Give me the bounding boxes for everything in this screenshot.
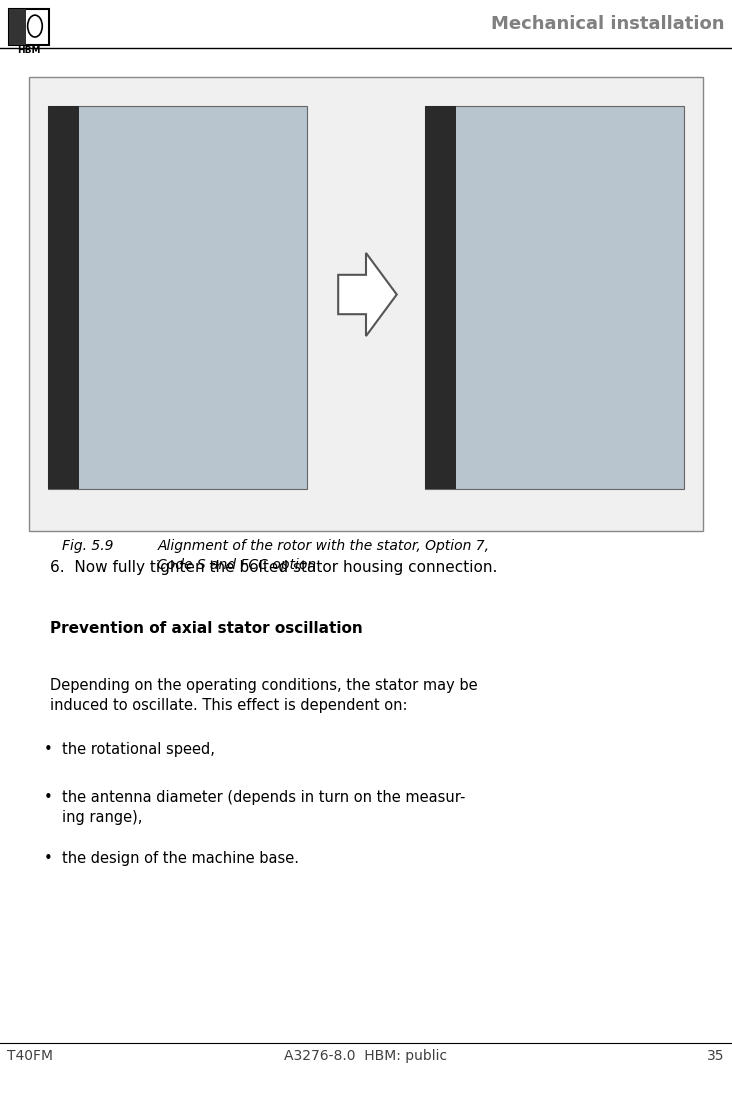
Text: Prevention of axial stator oscillation: Prevention of axial stator oscillation bbox=[50, 621, 362, 637]
Text: T40FM: T40FM bbox=[7, 1049, 53, 1063]
Text: Depending on the operating conditions, the stator may be
induced to oscillate. T: Depending on the operating conditions, t… bbox=[50, 678, 477, 713]
Text: Fig. 5.9: Fig. 5.9 bbox=[62, 539, 113, 554]
Polygon shape bbox=[338, 253, 397, 336]
Text: Alignment of the rotor with the stator, Option 7,
Code S and FCC option: Alignment of the rotor with the stator, … bbox=[157, 539, 490, 572]
Bar bbox=[48, 106, 79, 489]
Text: the rotational speed,: the rotational speed, bbox=[62, 742, 215, 757]
Bar bbox=[9, 9, 49, 45]
Text: HBM: HBM bbox=[17, 46, 41, 55]
Text: •: • bbox=[44, 742, 53, 757]
Text: •: • bbox=[44, 790, 53, 805]
Bar bbox=[9, 9, 26, 45]
Bar bbox=[425, 106, 456, 489]
Text: 6.  Now fully tighten the bolted stator housing connection.: 6. Now fully tighten the bolted stator h… bbox=[50, 560, 497, 575]
Text: A3276-8.0  HBM: public: A3276-8.0 HBM: public bbox=[285, 1049, 447, 1063]
Circle shape bbox=[28, 15, 42, 37]
Text: the antenna diameter (depends in turn on the measur-
ing range),: the antenna diameter (depends in turn on… bbox=[62, 790, 466, 825]
Bar bbox=[425, 106, 684, 489]
Text: Mechanical installation: Mechanical installation bbox=[491, 15, 725, 33]
Bar bbox=[29, 77, 703, 531]
Bar bbox=[48, 106, 307, 489]
Text: 35: 35 bbox=[707, 1049, 725, 1063]
Text: the design of the machine base.: the design of the machine base. bbox=[62, 851, 299, 866]
Text: •: • bbox=[44, 851, 53, 866]
